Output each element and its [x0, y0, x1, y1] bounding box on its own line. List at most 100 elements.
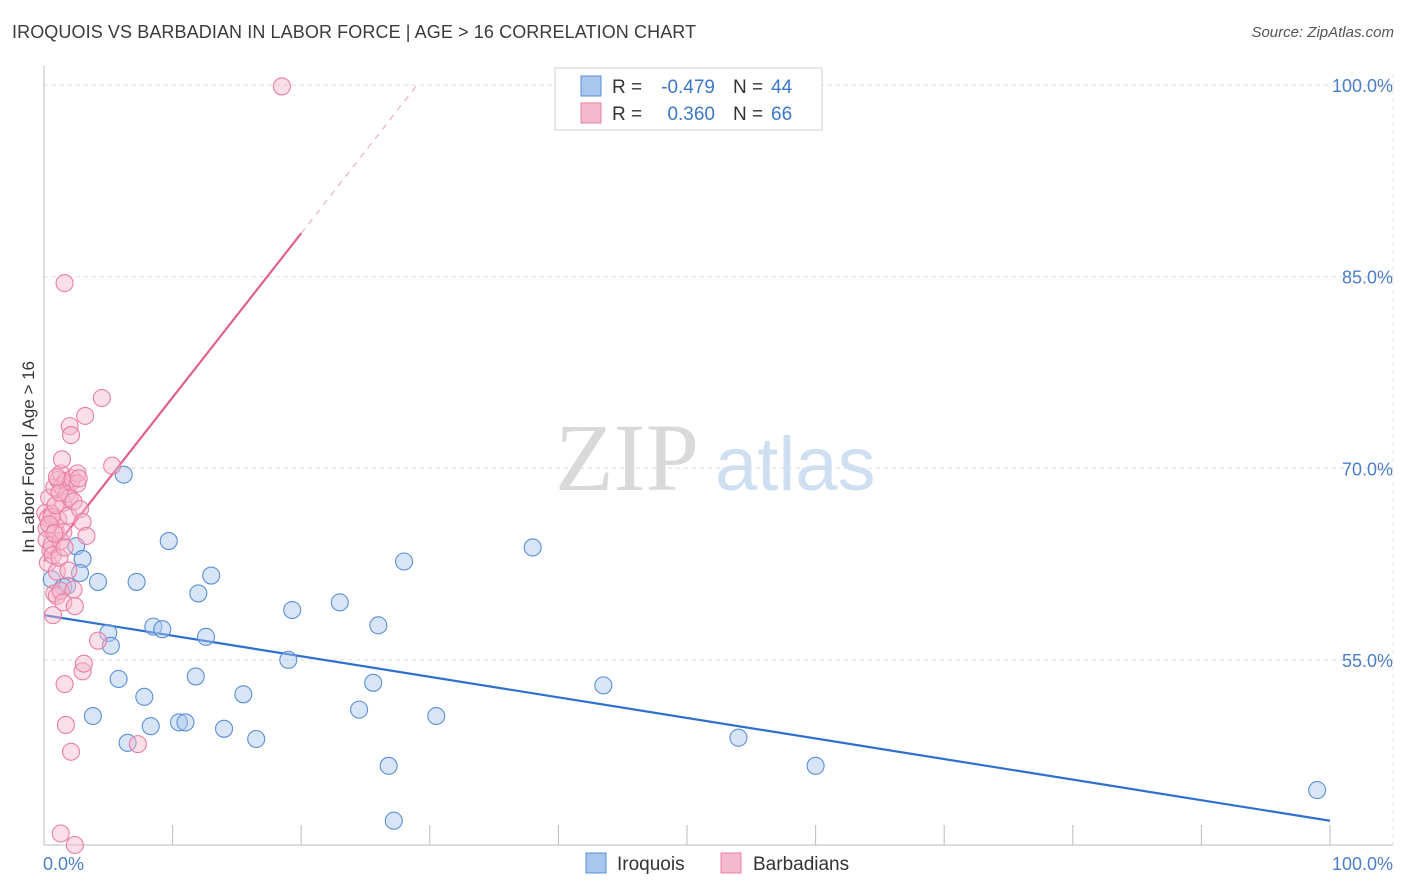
point-barbadians: [40, 515, 59, 534]
series-legend: Iroquois Barbadians: [585, 852, 849, 875]
point-iroquois: [153, 620, 172, 639]
point-barbadians: [103, 456, 122, 475]
trend-extension-barbadians: [300, 84, 418, 234]
point-iroquois: [379, 756, 398, 775]
point-iroquois: [202, 566, 221, 585]
stats-swatch-iroquois: [580, 75, 602, 97]
point-iroquois: [1308, 781, 1327, 800]
point-iroquois: [330, 593, 349, 612]
trend-lines: [43, 84, 1331, 822]
legend-swatch-iroquois: [585, 852, 607, 874]
point-barbadians: [51, 824, 70, 843]
point-barbadians: [51, 581, 70, 600]
point-barbadians: [55, 675, 74, 694]
point-barbadians: [92, 388, 111, 408]
y-axis-label: In Labor Force | Age > 16: [19, 361, 38, 553]
point-barbadians: [77, 526, 96, 546]
point-iroquois: [141, 717, 160, 736]
point-iroquois: [88, 572, 108, 591]
watermark-atlas: atlas: [715, 422, 876, 507]
point-iroquois: [350, 700, 369, 719]
point-barbadians: [43, 606, 63, 625]
point-barbadians: [45, 524, 64, 543]
point-barbadians: [47, 468, 66, 487]
point-iroquois: [364, 673, 383, 692]
point-iroquois: [214, 719, 234, 738]
point-barbadians: [69, 469, 88, 488]
point-barbadians: [65, 835, 84, 855]
point-iroquois: [369, 616, 388, 635]
point-iroquois: [70, 563, 90, 583]
trend-line-barbadians: [43, 232, 303, 563]
data-points: [36, 77, 1327, 855]
chart-source: Source: ZipAtlas.com: [1251, 24, 1394, 41]
stats-n-label-iroquois: N =: [733, 77, 763, 98]
stats-r-value-barbadians: 0.360: [667, 104, 715, 125]
point-iroquois: [127, 572, 146, 591]
trend-line-iroquois: [43, 614, 1331, 822]
chart-title: IROQUOIS VS BARBADIAN IN LABOR FORCE | A…: [12, 22, 697, 42]
legend-label-barbadians: Barbadians: [753, 854, 849, 875]
point-iroquois: [427, 706, 446, 726]
stats-r-label-iroquois: R =: [612, 77, 642, 98]
legend-label-iroquois: Iroquois: [617, 854, 685, 875]
stats-r-value-iroquois: -0.479: [661, 77, 715, 98]
point-iroquois: [384, 811, 403, 830]
watermark-zip: ZIP: [555, 404, 699, 511]
point-iroquois: [73, 549, 92, 568]
point-iroquois: [283, 600, 302, 620]
y-tick-label: 55.0%: [1342, 651, 1393, 671]
point-iroquois: [523, 538, 542, 557]
point-iroquois: [395, 552, 414, 571]
point-iroquois: [729, 728, 748, 747]
point-iroquois: [159, 532, 178, 551]
point-barbadians: [54, 593, 73, 612]
point-barbadians: [76, 406, 95, 425]
point-barbadians: [55, 274, 74, 293]
point-barbadians: [52, 450, 72, 469]
point-iroquois: [806, 756, 825, 775]
point-barbadians: [59, 561, 78, 580]
stats-n-value-iroquois: 44: [771, 77, 793, 98]
y-tick-label: 100.0%: [1332, 76, 1393, 96]
x-tick-label-max: 100.0%: [1332, 854, 1393, 874]
point-barbadians: [74, 654, 93, 673]
point-iroquois: [234, 685, 253, 704]
stats-n-value-barbadians: 66: [771, 104, 792, 125]
stats-legend: R = -0.479 N = 44 R = 0.360 N = 66: [554, 67, 823, 131]
point-iroquois: [594, 676, 613, 695]
y-tick-label: 70.0%: [1342, 459, 1393, 479]
y-tick-label: 85.0%: [1342, 268, 1393, 288]
point-iroquois: [196, 627, 216, 646]
point-barbadians: [61, 426, 81, 445]
point-barbadians: [64, 580, 83, 599]
point-barbadians: [272, 77, 291, 96]
point-iroquois: [83, 706, 102, 726]
point-barbadians: [54, 523, 73, 542]
point-barbadians: [128, 735, 147, 754]
point-iroquois: [109, 669, 128, 689]
point-iroquois: [189, 584, 208, 603]
point-barbadians: [73, 512, 92, 531]
point-barbadians: [47, 562, 66, 581]
point-iroquois: [176, 713, 195, 732]
point-barbadians: [55, 538, 74, 557]
point-iroquois: [186, 667, 205, 686]
point-iroquois: [279, 650, 298, 669]
point-barbadians: [63, 469, 82, 488]
stats-swatch-barbadians: [580, 102, 602, 124]
point-iroquois: [247, 729, 266, 749]
point-barbadians: [88, 631, 108, 650]
point-barbadians: [50, 483, 69, 502]
stats-r-label-barbadians: R =: [612, 104, 642, 125]
point-barbadians: [64, 492, 83, 511]
point-barbadians: [65, 597, 84, 616]
point-iroquois: [135, 687, 154, 706]
y-tick-labels: 55.0% 70.0% 85.0% 100.0%: [1332, 76, 1393, 671]
point-iroquois: [169, 713, 189, 732]
point-barbadians: [61, 742, 81, 761]
x-tick-label-min: 0.0%: [43, 854, 84, 874]
stats-n-label-barbadians: N =: [733, 104, 763, 125]
axes: [43, 66, 1393, 846]
